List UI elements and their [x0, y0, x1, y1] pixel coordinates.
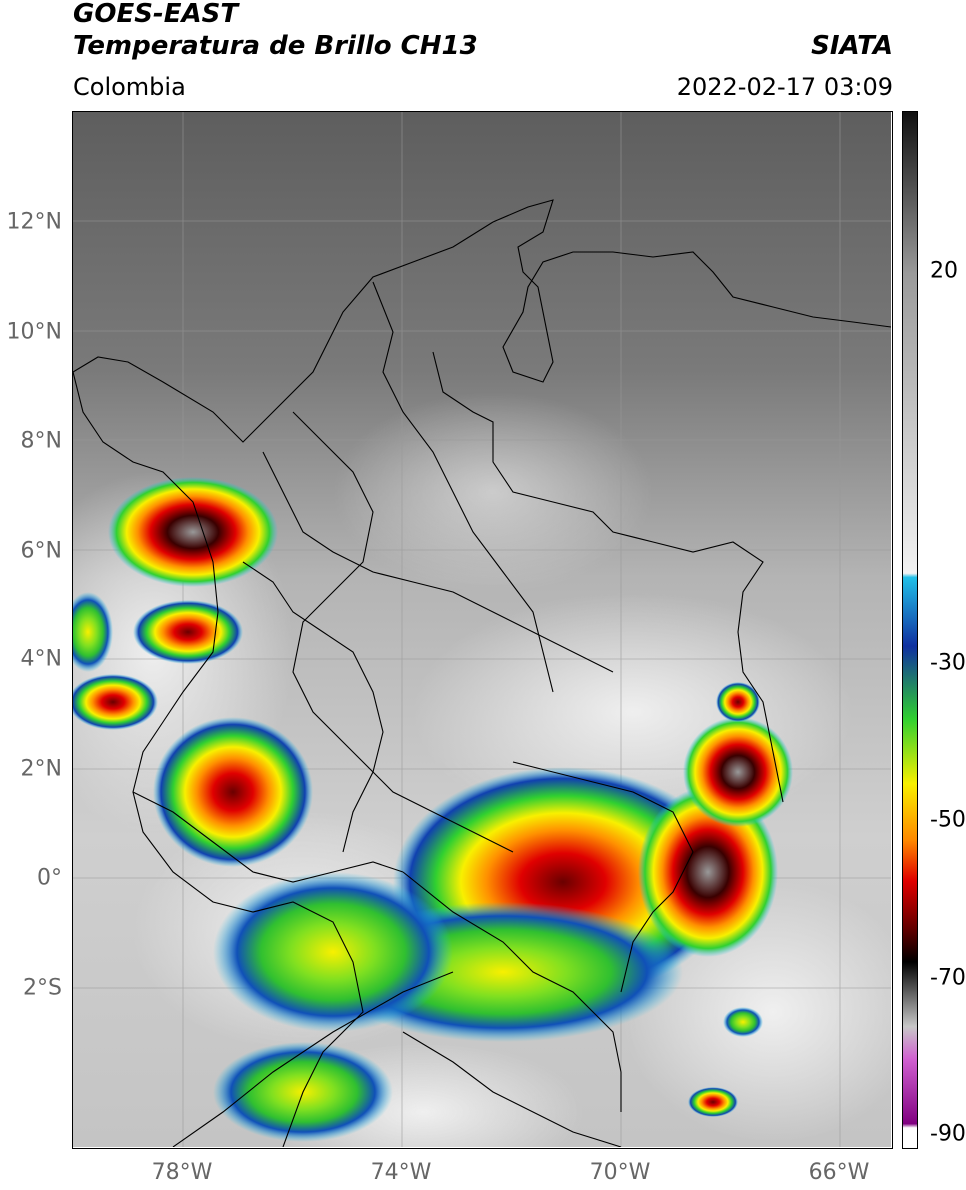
colorbar-tick: -30	[930, 650, 966, 676]
storm-cell-small-south	[688, 1087, 738, 1117]
storm-cell-pacific-north	[108, 477, 278, 587]
storm-cell-pacific-mid	[133, 600, 243, 664]
temperature-colorbar	[902, 111, 918, 1149]
pacific-coast	[73, 371, 364, 1147]
storm-cell-northeast	[683, 717, 793, 827]
title-satellite: GOES-EAST	[73, 0, 239, 29]
lat-tick: 12°N	[6, 209, 62, 235]
lat-tick: 2°N	[20, 756, 62, 782]
lon-tick: 70°W	[589, 1160, 651, 1185]
lat-tick: 0°	[37, 865, 62, 891]
lat-tick: 4°N	[20, 646, 62, 672]
peru-border	[402, 871, 622, 1112]
internal-borders-b	[372, 281, 554, 693]
lat-tick: 10°N	[6, 319, 62, 345]
storm-cell-west-edge	[73, 592, 113, 672]
lon-tick: 66°W	[808, 1160, 870, 1185]
satellite-map	[72, 111, 893, 1149]
caribbean-coast	[73, 199, 891, 443]
storm-cell-narino	[153, 717, 313, 867]
storm-cell-pacific-west	[73, 674, 158, 730]
lat-tick: 2°S	[23, 975, 62, 1001]
datetime-label: 2022-02-17 03:09	[676, 73, 893, 101]
colorbar-tick: -90	[930, 1121, 966, 1147]
region-label: Colombia	[73, 73, 186, 101]
colorbar-tick: -50	[930, 807, 966, 833]
storm-cell-far-east	[716, 682, 760, 722]
internal-borders-a	[292, 411, 514, 853]
brand-label: SIATA	[811, 31, 893, 61]
title-product: Temperatura de Brillo CH13	[73, 31, 478, 61]
internal-borders-c	[262, 451, 614, 673]
south-border	[172, 971, 454, 1147]
lat-tick: 8°N	[20, 428, 62, 454]
storm-cell-east	[638, 787, 778, 957]
internal-borders-d	[242, 561, 384, 853]
lat-tick: 6°N	[20, 538, 62, 564]
far-south-border	[402, 1031, 622, 1147]
lon-tick: 78°W	[151, 1160, 213, 1185]
colorbar-tick: 20	[930, 258, 958, 284]
convective-cells	[73, 477, 793, 1142]
lon-tick: 74°W	[370, 1160, 432, 1185]
colorbar-tick: -70	[930, 965, 966, 991]
ecuador-border	[132, 791, 404, 883]
borders	[73, 199, 891, 1147]
storm-cell-small-east	[723, 1007, 763, 1037]
venezuela-border	[432, 351, 784, 803]
brazil-border	[512, 761, 694, 993]
storm-cell-southwest	[213, 872, 453, 1032]
